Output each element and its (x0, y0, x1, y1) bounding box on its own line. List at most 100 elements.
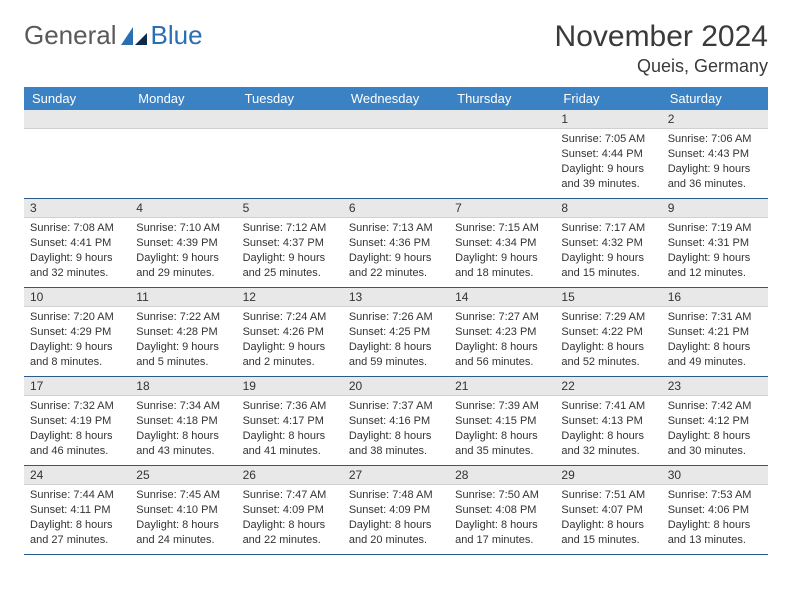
day-details: Sunrise: 7:39 AMSunset: 4:15 PMDaylight:… (449, 396, 555, 462)
day-number: 5 (237, 199, 343, 218)
sunset-text: Sunset: 4:36 PM (349, 236, 443, 251)
sunrise-text: Sunrise: 7:20 AM (30, 310, 124, 325)
day-number: 14 (449, 288, 555, 307)
sunset-text: Sunset: 4:18 PM (136, 414, 230, 429)
weekday-header: Tuesday (237, 87, 343, 110)
logo: General Blue (24, 20, 203, 51)
daylight-text: Daylight: 8 hours and 41 minutes. (243, 429, 337, 459)
day-details: Sunrise: 7:53 AMSunset: 4:06 PMDaylight:… (662, 485, 768, 551)
daylight-text: Daylight: 9 hours and 29 minutes. (136, 251, 230, 281)
calendar-day-cell: 12Sunrise: 7:24 AMSunset: 4:26 PMDayligh… (237, 288, 343, 377)
sunset-text: Sunset: 4:12 PM (668, 414, 762, 429)
sunrise-text: Sunrise: 7:36 AM (243, 399, 337, 414)
sunset-text: Sunset: 4:43 PM (668, 147, 762, 162)
day-number: 8 (555, 199, 661, 218)
sunset-text: Sunset: 4:15 PM (455, 414, 549, 429)
sunset-text: Sunset: 4:28 PM (136, 325, 230, 340)
logo-text-2: Blue (151, 20, 203, 51)
day-number: 28 (449, 466, 555, 485)
sunrise-text: Sunrise: 7:27 AM (455, 310, 549, 325)
sunset-text: Sunset: 4:39 PM (136, 236, 230, 251)
day-details: Sunrise: 7:29 AMSunset: 4:22 PMDaylight:… (555, 307, 661, 373)
daylight-text: Daylight: 8 hours and 13 minutes. (668, 518, 762, 548)
daylight-text: Daylight: 8 hours and 32 minutes. (561, 429, 655, 459)
day-number: 30 (662, 466, 768, 485)
daylight-text: Daylight: 8 hours and 46 minutes. (30, 429, 124, 459)
calendar-day-cell (343, 110, 449, 199)
sunset-text: Sunset: 4:41 PM (30, 236, 124, 251)
day-details: Sunrise: 7:26 AMSunset: 4:25 PMDaylight:… (343, 307, 449, 373)
weekday-header: Saturday (662, 87, 768, 110)
day-details: Sunrise: 7:31 AMSunset: 4:21 PMDaylight:… (662, 307, 768, 373)
day-number: 1 (555, 110, 661, 129)
day-number: 29 (555, 466, 661, 485)
daylight-text: Daylight: 9 hours and 36 minutes. (668, 162, 762, 192)
daylight-text: Daylight: 9 hours and 5 minutes. (136, 340, 230, 370)
calendar-week-row: 17Sunrise: 7:32 AMSunset: 4:19 PMDayligh… (24, 377, 768, 466)
day-number: 25 (130, 466, 236, 485)
calendar-day-cell: 11Sunrise: 7:22 AMSunset: 4:28 PMDayligh… (130, 288, 236, 377)
daylight-text: Daylight: 9 hours and 8 minutes. (30, 340, 124, 370)
sunrise-text: Sunrise: 7:41 AM (561, 399, 655, 414)
sunset-text: Sunset: 4:31 PM (668, 236, 762, 251)
sunset-text: Sunset: 4:23 PM (455, 325, 549, 340)
day-details: Sunrise: 7:47 AMSunset: 4:09 PMDaylight:… (237, 485, 343, 551)
daylight-text: Daylight: 8 hours and 30 minutes. (668, 429, 762, 459)
day-details: Sunrise: 7:51 AMSunset: 4:07 PMDaylight:… (555, 485, 661, 551)
sunrise-text: Sunrise: 7:47 AM (243, 488, 337, 503)
calendar-week-row: 3 Sunrise: 7:08 AMSunset: 4:41 PM Daylight… (24, 199, 768, 288)
sunrise-text: Sunrise: 7:39 AM (455, 399, 549, 414)
calendar-day-cell: 27Sunrise: 7:48 AMSunset: 4:09 PMDayligh… (343, 466, 449, 555)
daylight-text: Daylight: 9 hours and 22 minutes. (349, 251, 443, 281)
sunset-text: Sunset: 4:10 PM (136, 503, 230, 518)
sunset-text: Sunset: 4:17 PM (243, 414, 337, 429)
day-details: Sunrise: 7:37 AMSunset: 4:16 PMDaylight:… (343, 396, 449, 462)
weekday-header: Monday (130, 87, 236, 110)
calendar-day-cell (237, 110, 343, 199)
day-number: 11 (130, 288, 236, 307)
day-details: Sunrise: 7:20 AMSunset: 4:29 PMDaylight:… (24, 307, 130, 373)
sunrise-text: Sunrise: 7:13 AM (349, 221, 443, 236)
location: Queis, Germany (555, 56, 768, 77)
calendar-day-cell: 15Sunrise: 7:29 AMSunset: 4:22 PMDayligh… (555, 288, 661, 377)
sunset-text: Sunset: 4:37 PM (243, 236, 337, 251)
day-number: 3 (24, 199, 130, 218)
daylight-text: Daylight: 9 hours and 12 minutes. (668, 251, 762, 281)
day-details: Sunrise: 7:10 AMSunset: 4:39 PMDaylight:… (130, 218, 236, 284)
sunset-text: Sunset: 4:13 PM (561, 414, 655, 429)
calendar-day-cell: 22 Sunrise: 7:41 AMSunset: 4:13 PMDayligh… (555, 377, 661, 466)
day-number: 23 (662, 377, 768, 396)
day-details: Sunrise: 7:13 AMSunset: 4:36 PMDaylight:… (343, 218, 449, 284)
daylight-text: Daylight: 8 hours and 24 minutes. (136, 518, 230, 548)
day-number: 26 (237, 466, 343, 485)
daylight-text: Daylight: 8 hours and 49 minutes. (668, 340, 762, 370)
daylight-text: Daylight: 8 hours and 43 minutes. (136, 429, 230, 459)
calendar-day-cell: 6Sunrise: 7:13 AMSunset: 4:36 PMDaylight… (343, 199, 449, 288)
sunset-text: Sunset: 4:21 PM (668, 325, 762, 340)
sunrise-text: Sunrise: 7:17 AM (561, 221, 655, 236)
sunrise-text: Sunrise: 7:10 AM (136, 221, 230, 236)
day-number: 15 (555, 288, 661, 307)
day-details: Sunrise: 7:06 AMSunset: 4:43 PMDaylight:… (662, 129, 768, 195)
sunrise-text: Sunrise: 7:08 AM (30, 221, 124, 236)
sunset-text: Sunset: 4:07 PM (561, 503, 655, 518)
day-details: Sunrise: 7:22 AMSunset: 4:28 PMDaylight:… (130, 307, 236, 373)
sunrise-text: Sunrise: 7:48 AM (349, 488, 443, 503)
calendar-day-cell: 24Sunrise: 7:44 AMSunset: 4:11 PMDayligh… (24, 466, 130, 555)
day-number (130, 110, 236, 129)
sunrise-text: Sunrise: 7:24 AM (243, 310, 337, 325)
sunrise-text: Sunrise: 7:34 AM (136, 399, 230, 414)
sunset-text: Sunset: 4:26 PM (243, 325, 337, 340)
sunrise-text: Sunrise: 7:12 AM (243, 221, 337, 236)
day-number: 13 (343, 288, 449, 307)
sunset-text: Sunset: 4:22 PM (561, 325, 655, 340)
logo-sail-icon (119, 25, 149, 47)
day-number: 27 (343, 466, 449, 485)
weekday-header: Thursday (449, 87, 555, 110)
day-number: 22 (555, 377, 661, 396)
calendar-day-cell: 21Sunrise: 7:39 AMSunset: 4:15 PMDayligh… (449, 377, 555, 466)
day-number (237, 110, 343, 129)
sunrise-text: Sunrise: 7:31 AM (668, 310, 762, 325)
day-number: 18 (130, 377, 236, 396)
day-details: Sunrise: 7:50 AMSunset: 4:08 PMDaylight:… (449, 485, 555, 551)
